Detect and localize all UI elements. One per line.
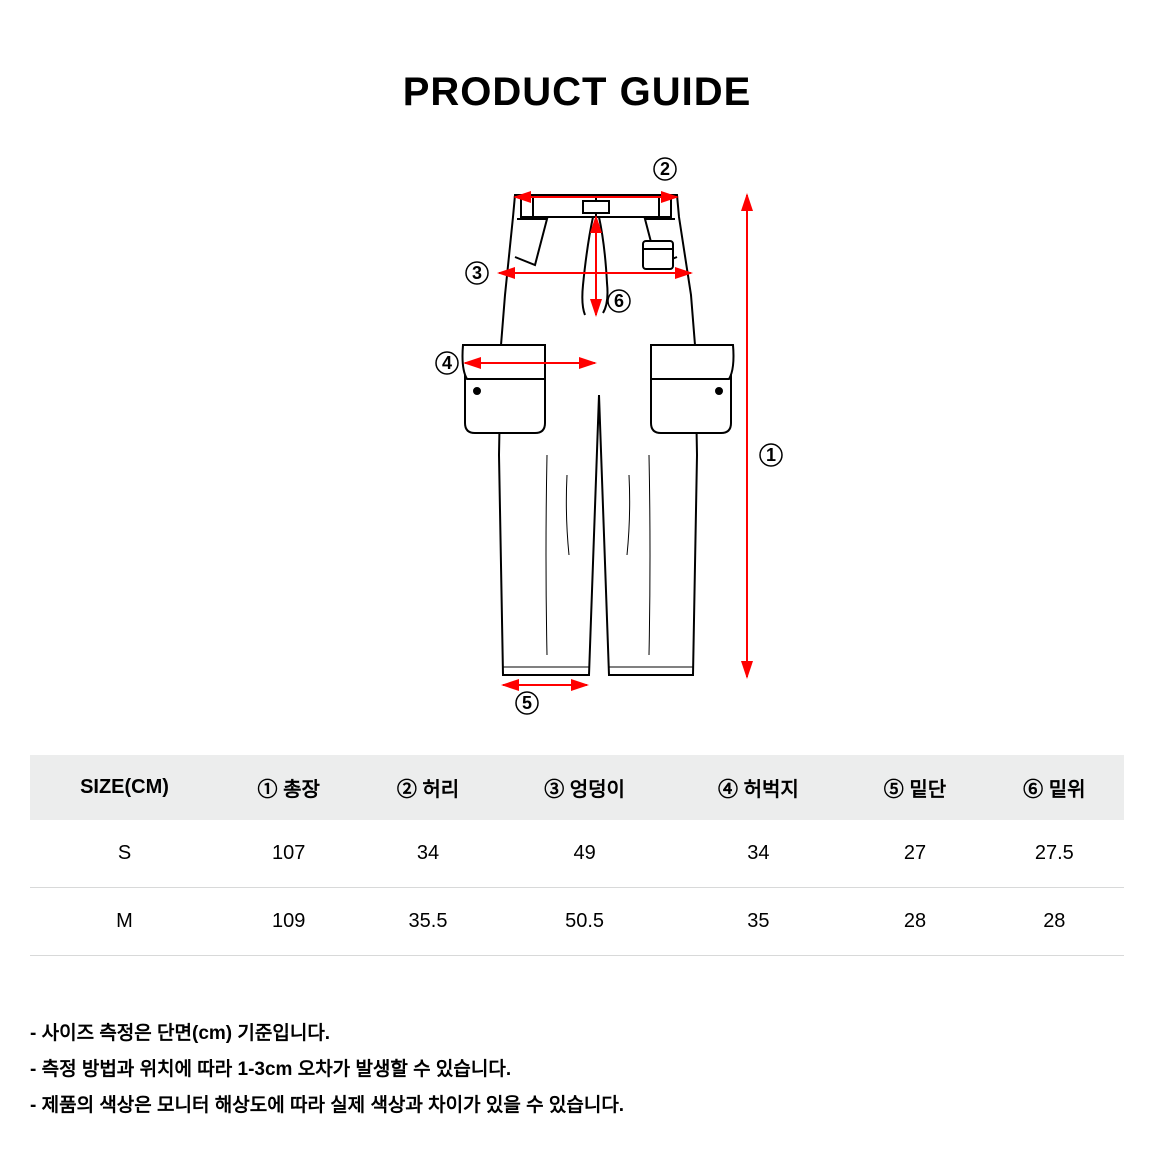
callout-4: 4 [436, 352, 458, 374]
cell: S [30, 820, 219, 888]
note-line: - 측정 방법과 위치에 따라 1-3cm 오차가 발생할 수 있습니다. [30, 1052, 1124, 1088]
diagram-container: 2 3 4 5 6 1 [30, 155, 1124, 715]
cell: 109 [219, 888, 358, 956]
svg-text:3: 3 [472, 263, 482, 283]
size-table: SIZE(CM) ① 총장 ② 허리 ③ 엉덩이 ④ 허벅지 ⑤ 밑단 ⑥ 밑위… [30, 755, 1124, 956]
cell: 107 [219, 820, 358, 888]
svg-text:5: 5 [522, 693, 532, 713]
table-row: M 109 35.5 50.5 35 28 28 [30, 888, 1124, 956]
note-line: - 사이즈 측정은 단면(cm) 기준입니다. [30, 1016, 1124, 1052]
callout-3: 3 [466, 262, 488, 284]
cell: 27.5 [985, 820, 1124, 888]
cell: 35 [672, 888, 846, 956]
col-size: SIZE(CM) [30, 755, 219, 820]
cell: 28 [985, 888, 1124, 956]
svg-text:6: 6 [614, 291, 624, 311]
col-6: ⑥ 밑위 [985, 755, 1124, 820]
cell: M [30, 888, 219, 956]
cell: 27 [845, 820, 984, 888]
table-row: S 107 34 49 34 27 27.5 [30, 820, 1124, 888]
callout-2: 2 [654, 158, 676, 180]
notes: - 사이즈 측정은 단면(cm) 기준입니다. - 측정 방법과 위치에 따라 … [30, 1016, 1124, 1124]
col-3: ③ 엉덩이 [498, 755, 672, 820]
col-5: ⑤ 밑단 [845, 755, 984, 820]
svg-text:4: 4 [442, 353, 452, 373]
svg-text:1: 1 [766, 445, 776, 465]
cell: 50.5 [498, 888, 672, 956]
cell: 35.5 [358, 888, 497, 956]
cell: 34 [672, 820, 846, 888]
callout-1: 1 [760, 444, 782, 466]
cell: 28 [845, 888, 984, 956]
callout-6: 6 [608, 290, 630, 312]
table-header-row: SIZE(CM) ① 총장 ② 허리 ③ 엉덩이 ④ 허벅지 ⑤ 밑단 ⑥ 밑위 [30, 755, 1124, 820]
cell: 34 [358, 820, 497, 888]
col-4: ④ 허벅지 [672, 755, 846, 820]
col-2: ② 허리 [358, 755, 497, 820]
pants-diagram: 2 3 4 5 6 1 [347, 155, 807, 715]
page-title: PRODUCT GUIDE [30, 70, 1124, 115]
col-1: ① 총장 [219, 755, 358, 820]
cell: 49 [498, 820, 672, 888]
callout-5: 5 [516, 692, 538, 714]
note-line: - 제품의 색상은 모니터 해상도에 따라 실제 색상과 차이가 있을 수 있습… [30, 1088, 1124, 1124]
svg-text:2: 2 [660, 159, 670, 179]
